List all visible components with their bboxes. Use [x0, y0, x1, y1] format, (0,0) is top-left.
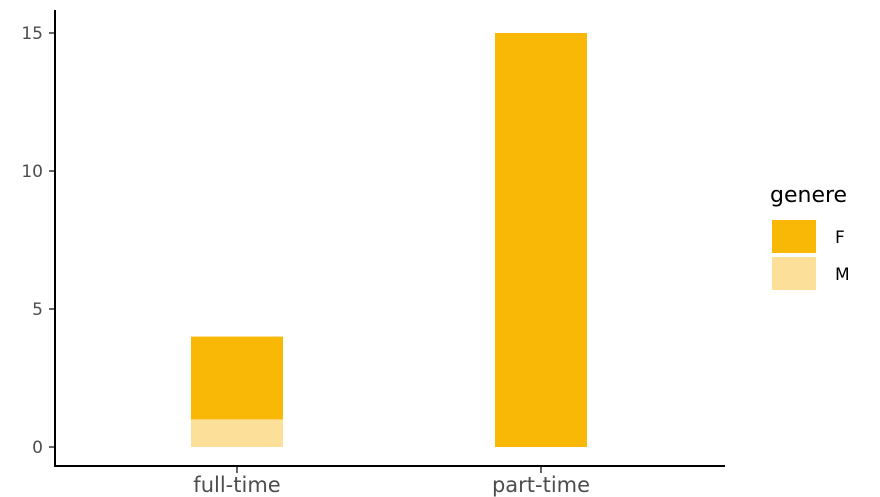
legend: genere F M [770, 183, 850, 290]
legend-title: genere [770, 183, 847, 208]
legend-label-m: M [835, 265, 850, 285]
y-tick-label: 5 [32, 300, 43, 320]
bars-group [191, 33, 587, 447]
y-tick-label: 0 [32, 438, 43, 458]
x-axis-ticks: full-time part-time [193, 467, 590, 497]
legend-swatch-f [772, 220, 816, 253]
y-tick-label: 15 [21, 24, 43, 44]
y-axis-ticks: 0 5 10 15 [21, 24, 55, 458]
x-tick-label-part-time: part-time [492, 473, 590, 497]
legend-label-f: F [835, 228, 845, 248]
y-tick-label: 10 [21, 162, 43, 182]
x-tick-label-full-time: full-time [193, 473, 280, 497]
bar-part-time-f [495, 33, 587, 447]
bar-full-time-f [191, 336, 283, 420]
bar-full-time-m [191, 419, 283, 447]
legend-swatch-m [772, 257, 816, 290]
